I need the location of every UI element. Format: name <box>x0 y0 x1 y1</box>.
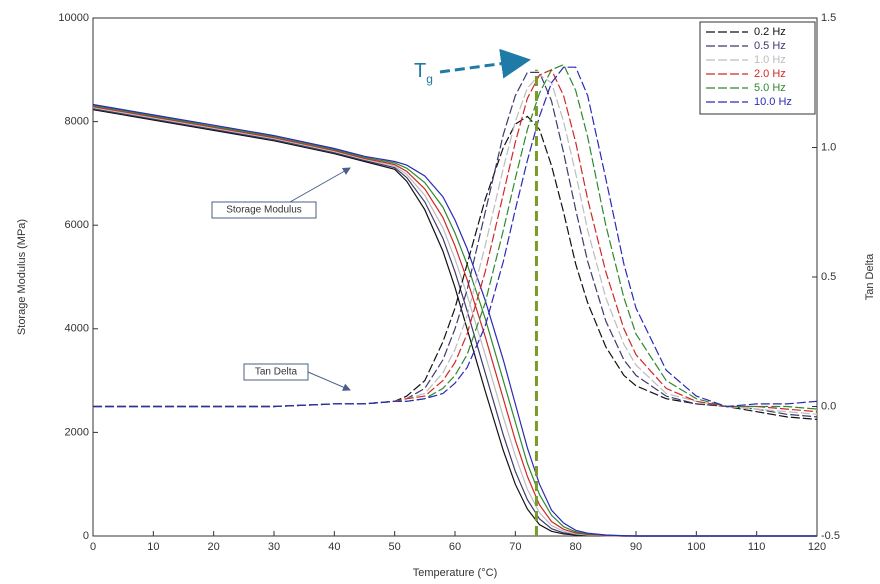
x-tick-label: 100 <box>687 541 705 553</box>
x-tick-label: 90 <box>630 541 642 553</box>
y2-tick-label: 1.5 <box>821 12 836 24</box>
x-tick-label: 40 <box>328 541 340 553</box>
storage-modulus-line <box>92 106 817 537</box>
x-tick-label: 50 <box>389 541 401 553</box>
x-tick-label: 70 <box>509 541 521 553</box>
x-tick-label: 0 <box>90 541 96 553</box>
annotation-arrow <box>439 48 531 79</box>
storage-modulus-line <box>92 104 817 537</box>
x-tick-label: 80 <box>570 541 582 553</box>
y2-tick-label: 1.0 <box>821 141 836 153</box>
tan-delta-line <box>93 115 818 420</box>
annotation: Storage Modulus <box>226 205 302 216</box>
x-tick-label: 20 <box>208 541 220 553</box>
x-axis-label: Temperature (°C) <box>413 567 497 579</box>
y-tick-label: 10000 <box>58 12 89 24</box>
tan-delta-line <box>93 69 818 413</box>
storage-modulus-line <box>92 107 817 537</box>
tan-delta-line <box>93 63 818 410</box>
legend-label: 1.0 Hz <box>754 54 786 66</box>
annotation-text: T <box>414 60 426 82</box>
storage-modulus-line <box>92 103 817 537</box>
annotation: Tg <box>414 60 433 86</box>
storage-modulus-line <box>92 108 817 537</box>
annotation-box <box>211 201 317 219</box>
y-axis-label: Storage Modulus (MPa) <box>16 219 28 335</box>
legend-label: 5.0 Hz <box>754 82 786 94</box>
y-tick-label: 4000 <box>65 323 89 335</box>
tan-delta-line <box>93 66 818 408</box>
x-tick-label: 30 <box>268 541 280 553</box>
y-tick-label: 6000 <box>65 219 89 231</box>
y-tick-label: 0 <box>83 530 89 542</box>
legend-box <box>699 21 816 115</box>
storage-modulus-line <box>92 109 817 537</box>
x-tick-label: 60 <box>449 541 461 553</box>
x-tick-label: 120 <box>808 541 826 553</box>
annotation-subscript: g <box>426 72 433 86</box>
annotation-arrow <box>289 167 351 203</box>
annotation-arrow <box>307 371 351 391</box>
y2-tick-label: 0.0 <box>821 400 836 412</box>
y-tick-label: 8000 <box>65 116 89 128</box>
legend-label: 0.5 Hz <box>754 40 786 52</box>
y2-axis-label: Tan Delta <box>864 253 876 300</box>
y2-tick-label: 0.5 <box>821 271 836 283</box>
x-tick-label: 10 <box>147 541 159 553</box>
y-tick-label: 2000 <box>65 426 89 438</box>
legend-label: 10.0 Hz <box>754 96 792 108</box>
annotation: Tan Delta <box>255 367 298 378</box>
legend-label: 2.0 Hz <box>754 68 786 80</box>
x-tick-label: 110 <box>748 541 766 553</box>
legend-label: 0.2 Hz <box>754 26 786 38</box>
y2-tick-label: -0.5 <box>821 530 840 542</box>
